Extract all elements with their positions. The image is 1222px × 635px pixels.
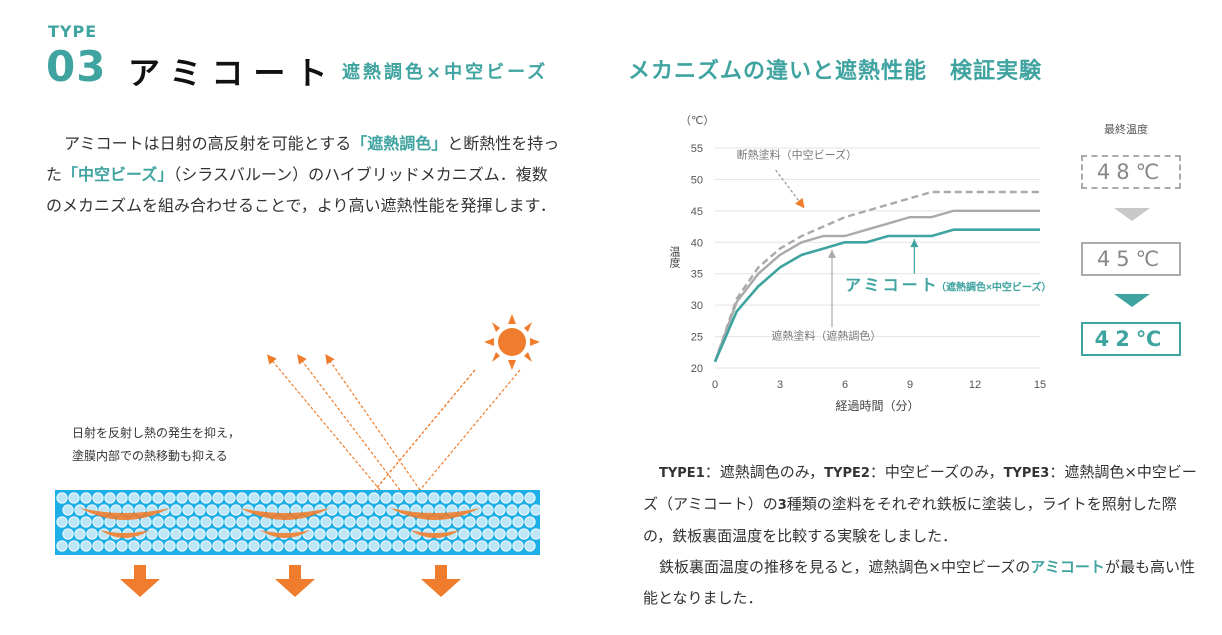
y-tick-label: 25 xyxy=(691,332,703,344)
y-tick-label: 35 xyxy=(691,269,703,281)
y-tick-label: 55 xyxy=(691,143,703,155)
heat-reflection-shape xyxy=(240,508,330,520)
product-name: アミコート xyxy=(128,54,338,92)
series-label-amicoat-suffix: （遮熱調色×中空ビーズ） xyxy=(936,281,1051,294)
x-tick-label: 6 xyxy=(842,379,848,391)
reflection-rays xyxy=(266,354,421,491)
down-triangle-icon xyxy=(1114,294,1150,307)
series-line-2 xyxy=(713,209,1040,363)
final-temp-amicoat: 42℃ xyxy=(1081,322,1181,356)
type-count: 3 xyxy=(777,498,787,513)
type3-desc: ：遮熱調色×中空ビーズ（アミコート）の xyxy=(643,463,1197,513)
product-subtitle: 遮熱調色×中空ビーズ xyxy=(342,62,549,83)
series-line-3 xyxy=(713,228,1040,363)
final-temp-type2: 48℃ xyxy=(1081,155,1181,189)
heat-arrows xyxy=(120,565,461,597)
heat-reflection-shape xyxy=(260,530,310,538)
x-tick-label: 0 xyxy=(712,379,718,391)
pointer-arrowhead xyxy=(828,249,836,258)
caption-line-1: 日射を反射し熱の発生を抑え， xyxy=(72,426,241,440)
y-tick-label: 30 xyxy=(691,300,703,312)
type-number: 03 xyxy=(46,42,107,91)
heat-reflection-shape xyxy=(390,508,480,520)
description-paragraph-2: 鉄板裏面温度の推移を見ると，遮熱調色×中空ビーズのアミコートが最も高い性能となり… xyxy=(643,552,1203,614)
caption-line-2: 塗膜内部での熱移動も抑える xyxy=(72,449,228,463)
heat-reflection-shape xyxy=(410,530,460,538)
pointer-arrowhead xyxy=(910,239,919,248)
x-tick-label: 9 xyxy=(907,379,913,391)
intro-highlight-2: 「中空ビーズ」 xyxy=(62,165,174,184)
type1-desc: ：遮熱調色のみ， xyxy=(704,463,825,481)
x-tick-label: 12 xyxy=(969,379,981,391)
type2-desc: ：中空ビーズのみ， xyxy=(869,463,1004,481)
sun-icon xyxy=(484,314,540,370)
diagram-caption: 日射を反射し熱の発生を抑え， 塗膜内部での熱移動も抑える xyxy=(72,422,240,468)
coating-panel xyxy=(55,490,542,555)
y-tick-label: 40 xyxy=(691,237,703,249)
intro-text-3: （シラスバルーン）のハイブリッドメカニズム．複数のメカニズムを組み合わせることで… xyxy=(46,165,556,215)
final-temp-type1: 45℃ xyxy=(1081,242,1181,276)
intro-paragraph: アミコートは日射の高反射を可能とする「遮熱調色」と断熱性を持った「中空ビーズ」（… xyxy=(46,128,561,221)
y-unit-label: （℃） xyxy=(680,114,714,127)
type1-label: TYPE1 xyxy=(659,466,705,481)
type3-label: TYPE3 xyxy=(1003,466,1050,481)
x-tick-label: 15 xyxy=(1034,379,1046,391)
intro-text-2: と断熱性を持った xyxy=(46,134,560,184)
x-axis-label: 経過時間（分） xyxy=(835,399,919,413)
y-tick-label: 45 xyxy=(691,206,703,218)
experiment-title: メカニズムの違いと遮熱性能 検証実験 xyxy=(628,59,1043,84)
result-text-1: 鉄板裏面温度の推移を見ると，遮熱調色×中空ビーズの xyxy=(659,558,1031,576)
y-tick-label: 50 xyxy=(691,174,703,186)
sunlight-rays xyxy=(374,369,521,491)
down-arrow-icon xyxy=(275,565,315,597)
temperature-chart: 20 25 30 35 40 45 50 55 0 3 6 9 12 15 （℃） 経過時間（分） 温度 断熱塗料… xyxy=(668,114,1051,413)
type2-label: TYPE2 xyxy=(824,466,870,481)
y-tick-label: 20 xyxy=(691,363,703,375)
intro-highlight-1: 「遮熱調色」 xyxy=(351,134,448,153)
method-desc: 種類の塗料をそれぞれ鉄板に塗装し，ライトを照射した際の，鉄板裏面温度を比較する実… xyxy=(643,495,1177,545)
intro-text-1: アミコートは日射の高反射を可能とする xyxy=(64,134,352,153)
down-arrow-icon xyxy=(421,565,461,597)
series-label-insulation: 断熱塗料（中空ビーズ） xyxy=(737,148,857,162)
hollow-beads xyxy=(56,492,542,552)
down-triangle-icon xyxy=(1114,208,1150,221)
description-paragraph-1: TYPE1：遮熱調色のみ，TYPE2：中空ビーズのみ，TYPE3：遮熱調色×中空… xyxy=(643,457,1203,552)
series-label-amicoat: アミコート xyxy=(845,278,940,295)
series-label-heat-shield: 遮熱塗料（遮熱調色） xyxy=(771,329,881,343)
experiment-description: TYPE1：遮熱調色のみ，TYPE2：中空ビーズのみ，TYPE3：遮熱調色×中空… xyxy=(643,457,1203,614)
sunlight-illustration xyxy=(266,314,540,491)
down-arrow-icon xyxy=(120,565,160,597)
y-axis-label: 温度 xyxy=(668,246,681,269)
result-text-2: が最も高い性能となりました． xyxy=(643,558,1195,607)
label-pointer xyxy=(775,169,805,209)
result-highlight: アミコート xyxy=(1030,558,1105,576)
heat-reflection-shape xyxy=(100,530,150,538)
final-temp-label: 最終温度 xyxy=(1104,123,1148,136)
heat-reflection-shape xyxy=(80,508,170,520)
x-tick-label: 3 xyxy=(777,379,783,391)
type-label: TYPE xyxy=(48,22,98,41)
